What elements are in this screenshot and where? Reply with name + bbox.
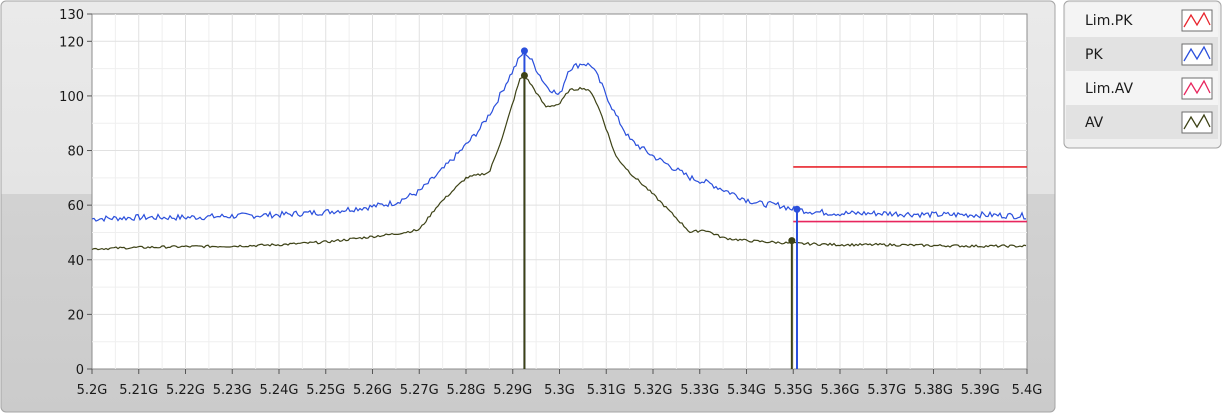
x-tick-label: 5.33G: [680, 383, 719, 398]
y-tick-label: 20: [67, 308, 84, 323]
cursor-point[interactable]: [788, 237, 796, 245]
series-lines: [91, 47, 1027, 251]
x-tick-label: 5.24G: [259, 383, 298, 398]
y-tick-label: 40: [67, 254, 84, 269]
legend-item-label: Lim.PK: [1085, 13, 1133, 29]
cursor-point[interactable]: [520, 71, 528, 79]
x-tick-label: 5.38G: [914, 383, 953, 398]
x-tick-label: 5.25G: [306, 383, 345, 398]
legend-swatch-line: [1183, 113, 1211, 130]
x-tick-label: 5.3G: [544, 383, 575, 398]
legend-swatch-line: [1183, 11, 1211, 28]
legend-item-label: Lim.AV: [1085, 81, 1133, 97]
axes: 5.2G 5.21G 5.22G 5.23G 5.24G 5.25G 5.26G 5.27G 5…: [59, 8, 1042, 398]
legend-swatch-line: [1183, 45, 1211, 62]
x-tick-label: 5.21G: [119, 383, 158, 398]
legend-item-label: PK: [1085, 47, 1103, 63]
spectrum-graph: 5.2G 5.21G 5.22G 5.23G 5.24G 5.25G 5.26G 5.27G 5…: [0, 0, 1056, 413]
x-tick-label: 5.23G: [213, 383, 252, 398]
x-tick-label: 5.31G: [587, 383, 626, 398]
x-tick-label: 5.2G: [77, 383, 108, 398]
y-tick-label: 130: [59, 8, 84, 23]
x-tick-label: 5.27G: [400, 383, 439, 398]
cursor-point[interactable]: [520, 47, 528, 55]
y-tick-label: 120: [59, 35, 84, 50]
y-tick-label: 0: [76, 363, 84, 378]
legend-canvas: Lim.PK PK Lim.AV AV: [1063, 0, 1222, 149]
x-tick-label: 5.36G: [820, 383, 859, 398]
x-tick-label: 5.37G: [867, 383, 906, 398]
y-tick-label: 100: [59, 90, 84, 105]
series-line-pk: [91, 47, 1026, 223]
grid: [92, 14, 1027, 369]
chart-canvas: 5.2G 5.21G 5.22G 5.23G 5.24G 5.25G 5.26G 5.27G 5…: [0, 0, 1056, 413]
cursor-point[interactable]: [793, 205, 801, 213]
legend-swatch-line: [1183, 79, 1211, 96]
x-tick-label: 5.35G: [774, 383, 813, 398]
x-tick-label: 5.29G: [493, 383, 532, 398]
x-tick-label: 5.4G: [1012, 383, 1043, 398]
x-tick-label: 5.26G: [353, 383, 392, 398]
plot-legend: Lim.PK PK Lim.AV AV: [1063, 0, 1223, 150]
x-tick-label: 5.28G: [446, 383, 485, 398]
x-tick-label: 5.34G: [727, 383, 766, 398]
x-tick-label: 5.32G: [633, 383, 672, 398]
cursors[interactable]: [520, 47, 801, 369]
y-tick-label: 80: [67, 145, 84, 160]
series-line-av: [91, 74, 1027, 251]
y-tick-label: 60: [67, 199, 84, 214]
x-tick-label: 5.39G: [961, 383, 1000, 398]
legend-item-label: AV: [1085, 115, 1104, 131]
x-tick-label: 5.22G: [166, 383, 205, 398]
